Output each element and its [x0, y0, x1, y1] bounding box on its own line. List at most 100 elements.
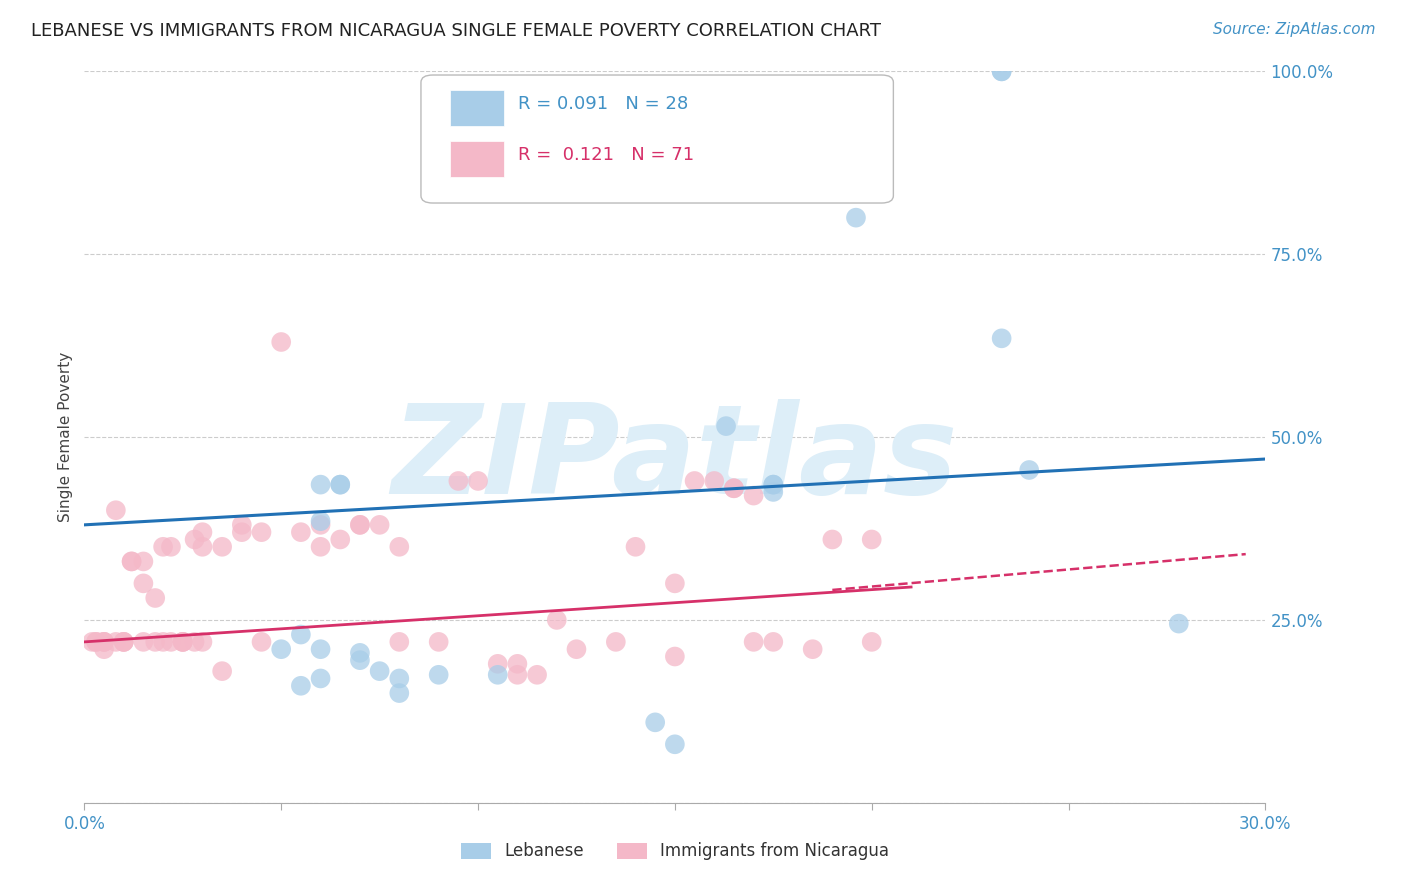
Point: [349, 646, 371, 660]
Point: [121, 554, 143, 568]
Point: [388, 672, 411, 686]
Point: [742, 635, 765, 649]
Point: [104, 635, 127, 649]
Point: [990, 331, 1012, 345]
Point: [250, 635, 273, 649]
Point: [132, 554, 155, 568]
Point: [309, 672, 332, 686]
Point: [990, 64, 1012, 78]
Legend: Lebanese, Immigrants from Nicaragua: Lebanese, Immigrants from Nicaragua: [461, 842, 889, 860]
Point: [152, 540, 174, 554]
Point: [112, 635, 135, 649]
Point: [703, 474, 725, 488]
Point: [1018, 463, 1040, 477]
Point: [605, 635, 627, 649]
Point: [183, 533, 205, 547]
Point: [664, 649, 686, 664]
Point: [143, 591, 166, 605]
Point: [349, 517, 371, 532]
Point: [309, 540, 332, 554]
Point: [565, 642, 588, 657]
Point: [506, 667, 529, 681]
Point: [191, 635, 214, 649]
Point: [132, 635, 155, 649]
Point: [121, 554, 143, 568]
Point: [309, 477, 332, 491]
Point: [191, 525, 214, 540]
Point: [309, 514, 332, 528]
Point: [723, 481, 745, 495]
Point: [93, 635, 115, 649]
Point: [104, 503, 127, 517]
Point: [714, 419, 737, 434]
Point: [762, 477, 785, 491]
Point: [172, 635, 194, 649]
Point: [427, 667, 450, 681]
Point: [84, 635, 107, 649]
Point: [152, 635, 174, 649]
Point: [742, 489, 765, 503]
Point: [388, 540, 411, 554]
Text: ZIPatlas: ZIPatlas: [392, 399, 957, 519]
Point: [250, 525, 273, 540]
Point: [349, 517, 371, 532]
Point: [172, 635, 194, 649]
Point: [664, 576, 686, 591]
Point: [664, 737, 686, 751]
Text: R = 0.091   N = 28: R = 0.091 N = 28: [517, 95, 688, 113]
Point: [290, 679, 312, 693]
Point: [624, 540, 647, 554]
Point: [821, 533, 844, 547]
Point: [801, 642, 824, 657]
Point: [231, 525, 253, 540]
Point: [427, 635, 450, 649]
Point: [329, 477, 352, 491]
Point: [290, 627, 312, 641]
Point: [447, 474, 470, 488]
Point: [183, 635, 205, 649]
Point: [683, 474, 706, 488]
Point: [990, 64, 1012, 78]
Point: [329, 533, 352, 547]
Point: [644, 715, 666, 730]
Point: [231, 517, 253, 532]
Point: [368, 517, 391, 532]
Point: [329, 477, 352, 491]
Point: [349, 653, 371, 667]
Point: [82, 635, 104, 649]
Point: [191, 540, 214, 554]
Point: [290, 525, 312, 540]
Text: R =  0.121   N = 71: R = 0.121 N = 71: [517, 146, 695, 164]
Point: [486, 657, 509, 671]
Point: [132, 576, 155, 591]
Point: [723, 481, 745, 495]
Point: [860, 533, 883, 547]
Point: [486, 667, 509, 681]
Point: [762, 485, 785, 500]
Point: [93, 635, 115, 649]
Point: [368, 664, 391, 678]
Point: [467, 474, 489, 488]
FancyBboxPatch shape: [450, 141, 503, 178]
Y-axis label: Single Female Poverty: Single Female Poverty: [58, 352, 73, 522]
FancyBboxPatch shape: [420, 75, 893, 203]
Point: [388, 635, 411, 649]
Point: [93, 642, 115, 657]
Point: [84, 635, 107, 649]
Point: [112, 635, 135, 649]
Point: [762, 635, 785, 649]
Point: [506, 657, 529, 671]
Point: [860, 635, 883, 649]
Point: [546, 613, 568, 627]
Point: [270, 334, 292, 349]
Point: [309, 517, 332, 532]
Point: [93, 635, 115, 649]
Point: [388, 686, 411, 700]
Point: [1167, 616, 1189, 631]
Point: [160, 540, 183, 554]
FancyBboxPatch shape: [450, 89, 503, 126]
Point: [762, 477, 785, 491]
Point: [172, 635, 194, 649]
Point: [845, 211, 868, 225]
Point: [270, 642, 292, 657]
